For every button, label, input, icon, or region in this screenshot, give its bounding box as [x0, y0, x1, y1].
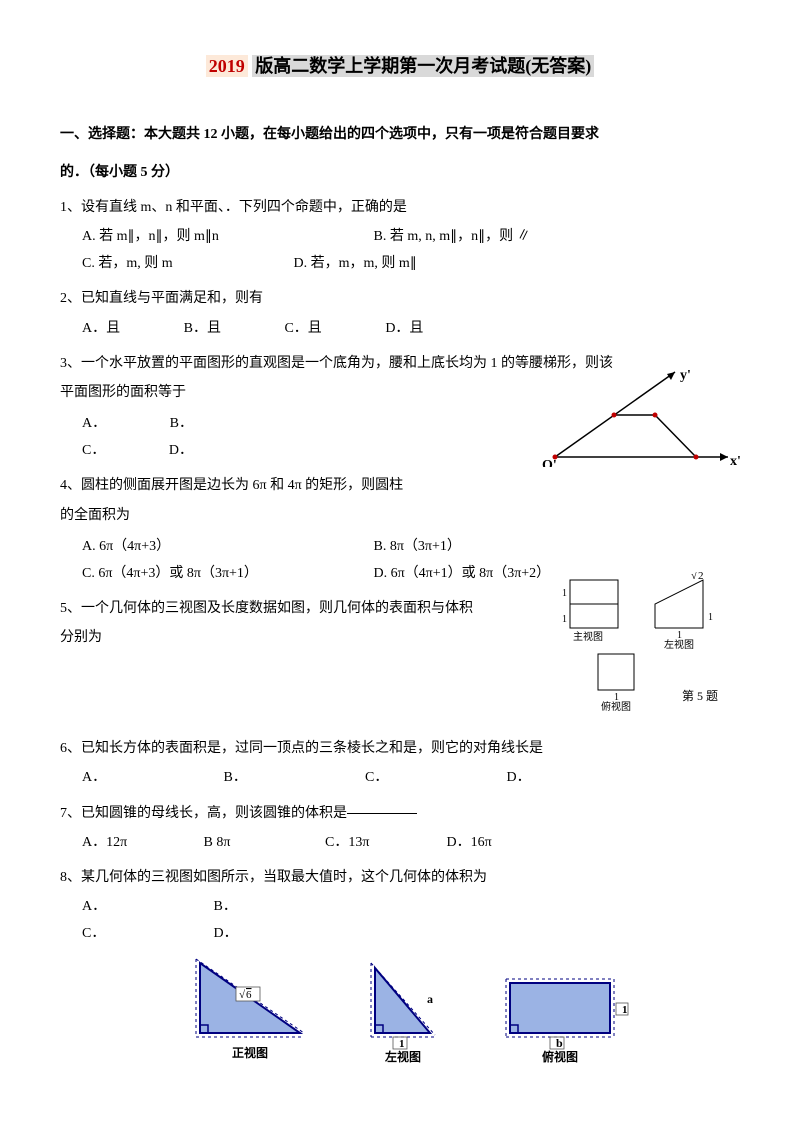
- q2-optA: A．且: [82, 316, 120, 341]
- q3-diagram: y' x' O': [510, 367, 740, 467]
- q5-text2: 分别为: [60, 625, 520, 650]
- svg-text:6: 6: [246, 989, 252, 1001]
- q7-optD: D．16π: [447, 830, 492, 855]
- q2-optD: D．且: [385, 316, 423, 341]
- q7-text: 7、已知圆锥的母线长，高，则该圆锥的体积是: [60, 801, 740, 826]
- q2-options: A．且 B．且 C．且 D．且: [60, 316, 740, 341]
- q7-text-span: 7、已知圆锥的母线长，高，则该圆锥的体积是: [60, 806, 347, 821]
- q4-optD: D. 6π（4π+1）或 8π（3π+2）: [374, 561, 551, 586]
- svg-text:1: 1: [708, 612, 713, 623]
- q8-options-1: A． B．: [60, 894, 740, 919]
- q3-label-y: y': [680, 368, 691, 383]
- blank-underline: [347, 813, 417, 814]
- q8-optB: B．: [214, 894, 237, 919]
- q5-left-label: 左视图: [664, 638, 694, 651]
- section-head-2: 的．（每小题 5 分）: [60, 160, 740, 185]
- q1-optB: B. 若 m, n, m∥，n∥，则 ∥: [374, 224, 531, 249]
- q2-optB: B．且: [184, 316, 221, 341]
- q1-optD: D. 若，m，m, 则 m∥: [294, 251, 417, 276]
- q5-front-label: 主视图: [573, 630, 603, 643]
- svg-text:a: a: [427, 992, 433, 1006]
- q5-diagram: 1 1 主视图 √ 2 1 1 左视图 1 俯视图 第 5 题: [550, 572, 750, 726]
- svg-text:1: 1: [622, 1004, 628, 1016]
- q3-text2: 平面图形的面积等于: [60, 380, 186, 405]
- q6-optD: D．: [507, 765, 531, 790]
- q8-top-label: 俯视图: [542, 1049, 578, 1064]
- q6-optA: A．: [82, 765, 192, 790]
- q6-options: A． B． C． D．: [60, 765, 740, 790]
- section-head-1: 一、选择题：本大题共 12 小题，在每小题给出的四个选项中，只有一项是符合题目要…: [60, 122, 740, 147]
- q4-optA: A. 6π（4π+3）: [82, 534, 342, 559]
- title-rest: 版高二数学上学期第一次月考试题(无答案): [252, 55, 594, 77]
- q3-optA: A．: [82, 411, 106, 436]
- svg-text:b: b: [556, 1036, 563, 1050]
- q3-label-x: x': [730, 454, 740, 467]
- q1-optC: C. 若，m, 则 m: [82, 251, 262, 276]
- q4-optB: B. 8π（3π+1）: [374, 534, 461, 559]
- q8-diagram: √6 正视图 a 1 左视图 b 1 俯视图: [60, 955, 740, 1074]
- q4-options-1: A. 6π（4π+3） B. 8π（3π+1）: [60, 534, 740, 559]
- q2-optC: C．且: [284, 316, 321, 341]
- q8-optA: A．: [82, 894, 182, 919]
- q2-text: 2、已知直线与平面满足和，则有: [60, 286, 740, 311]
- q8-text: 8、某几何体的三视图如图所示，当取最大值时，这个几何体的体积为: [60, 865, 740, 890]
- q5-text1: 5、一个几何体的三视图及长度数据如图，则几何体的表面积与体积: [60, 596, 520, 621]
- title-year: 2019: [206, 55, 248, 77]
- q4-optC: C. 6π（4π+3）或 8π（3π+1）: [82, 561, 342, 586]
- q3-optC: C．: [82, 438, 105, 463]
- q6-optB: B．: [224, 765, 334, 790]
- q1-options-2: C. 若，m, 则 m D. 若，m，m, 则 m∥: [60, 251, 740, 276]
- q8-side-label: 左视图: [384, 1049, 421, 1064]
- q3-optB: B．: [170, 411, 193, 436]
- q5-caption: 第 5 题: [682, 689, 718, 703]
- q1-text: 1、设有直线 m、n 和平面、．下列四个命题中，正确的是: [60, 195, 740, 220]
- svg-text:√: √: [691, 572, 698, 582]
- q6-optC: C．: [365, 765, 475, 790]
- q7-optB: B 8π: [204, 830, 294, 855]
- svg-text:1: 1: [399, 1038, 405, 1050]
- q8-front-label: 正视图: [232, 1045, 268, 1060]
- q1-options-1: A. 若 m∥，n∥，则 m∥n B. 若 m, n, m∥，n∥，则 ∥: [60, 224, 740, 249]
- q4-text2: 的全面积为: [60, 503, 740, 528]
- q7-optA: A．12π: [82, 830, 172, 855]
- q4-text1: 4、圆柱的侧面展开图是边长为 6π 和 4π 的矩形，则圆柱: [60, 473, 740, 498]
- q6-text: 6、已知长方体的表面积是，过同一顶点的三条棱长之和是，则它的对角线长是: [60, 736, 740, 761]
- q3-optD: D．: [169, 438, 193, 463]
- svg-text:1: 1: [562, 614, 567, 625]
- q8-optC: C．: [82, 921, 182, 946]
- q8-optD: D．: [214, 921, 238, 946]
- q5-top-label: 俯视图: [601, 700, 631, 713]
- svg-text:√: √: [239, 989, 246, 1001]
- q7-optC: C．13π: [325, 830, 415, 855]
- q8-options-2: C． D．: [60, 921, 740, 946]
- q7-options: A．12π B 8π C．13π D．16π: [60, 830, 740, 855]
- svg-text:2: 2: [698, 572, 704, 582]
- q1-optA: A. 若 m∥，n∥，则 m∥n: [82, 224, 342, 249]
- svg-text:1: 1: [562, 588, 567, 599]
- exam-title: 2019 版高二数学上学期第一次月考试题(无答案): [60, 50, 740, 82]
